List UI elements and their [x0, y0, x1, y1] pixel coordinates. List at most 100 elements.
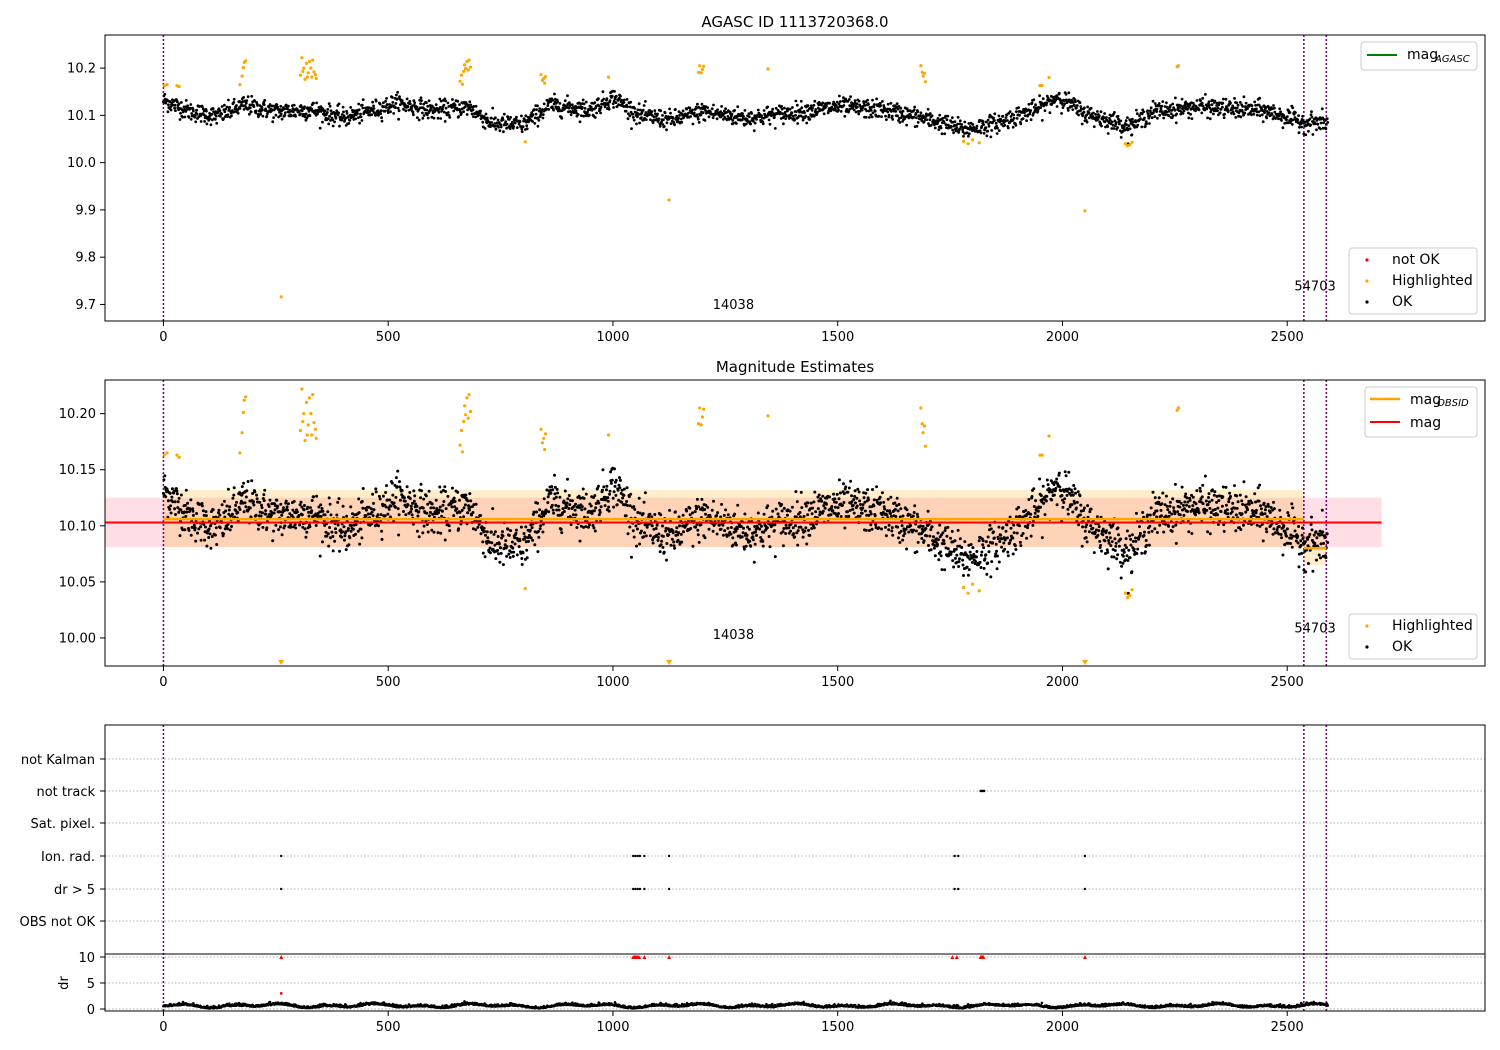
ok-point: [609, 481, 613, 485]
ok-point: [1218, 111, 1222, 115]
ok-point: [873, 109, 877, 113]
ok-point: [508, 127, 512, 131]
ok-point: [869, 523, 873, 527]
ok-point: [884, 534, 888, 538]
ok-point: [1128, 127, 1132, 131]
ok-point: [628, 105, 632, 109]
ok-point: [700, 497, 704, 501]
ok-point: [1272, 104, 1275, 107]
ok-point: [624, 109, 628, 113]
ok-point: [1030, 101, 1034, 105]
ok-point: [214, 526, 218, 530]
ok-point: [406, 105, 410, 108]
ok-point: [494, 127, 498, 131]
ok-point: [1146, 109, 1149, 113]
ok-point: [995, 567, 999, 571]
ok-point: [357, 108, 361, 112]
ok-point: [697, 505, 701, 509]
ok-point: [720, 502, 724, 506]
ok-point: [1180, 485, 1184, 489]
ok-point: [525, 127, 529, 131]
ok-point: [242, 481, 246, 485]
ok-point: [497, 552, 500, 556]
ok-point: [334, 531, 338, 535]
ok-point: [614, 478, 618, 482]
ok-point: [1005, 523, 1009, 527]
ok-point: [357, 511, 361, 515]
ok-point: [625, 98, 629, 101]
ok-point: [1235, 101, 1239, 105]
ok-point: [425, 108, 429, 112]
ok-point: [1165, 504, 1169, 508]
ok-point: [726, 526, 730, 530]
ok-point: [344, 548, 348, 552]
ok-point: [195, 112, 199, 116]
ok-point: [340, 118, 344, 122]
ok-point: [791, 106, 794, 109]
ok-point: [1285, 118, 1288, 122]
ok-point: [514, 531, 518, 535]
ok-point: [1128, 556, 1132, 560]
ok-point: [513, 542, 517, 546]
ok-point: [512, 550, 516, 554]
ok-point: [943, 529, 947, 532]
ok-point: [384, 106, 388, 109]
ok-point: [318, 126, 322, 130]
ok-point: [255, 497, 259, 501]
ok-point: [880, 527, 883, 531]
ok-point: [1005, 536, 1009, 540]
ok-point: [630, 127, 633, 130]
ok-point: [1173, 482, 1177, 486]
ok-point: [443, 538, 447, 542]
ok-point: [1108, 536, 1112, 540]
ok-point: [1180, 97, 1184, 101]
ok-point: [242, 510, 246, 514]
ok-point: [890, 526, 894, 530]
ok-point: [1140, 112, 1144, 116]
ok-point: [1143, 116, 1146, 120]
ok-point: [955, 126, 959, 130]
ok-point: [425, 113, 429, 117]
ok-point: [804, 114, 808, 118]
ok-point: [341, 504, 345, 508]
ok-point: [1169, 104, 1172, 107]
ok-point: [347, 122, 351, 125]
ok-point: [413, 101, 417, 105]
ok-point: [263, 99, 267, 102]
ok-point: [502, 112, 506, 116]
ok-point: [499, 125, 503, 129]
ok-point: [820, 499, 823, 503]
ok-point: [833, 497, 837, 501]
ok-point: [199, 538, 203, 542]
ok-point: [675, 526, 679, 530]
ok-point: [850, 101, 853, 105]
ok-point: [1150, 529, 1154, 533]
ok-point: [743, 512, 747, 516]
ok-point: [806, 104, 810, 108]
ok-point: [741, 112, 744, 116]
ok-point: [211, 508, 215, 512]
ok-point: [283, 524, 287, 528]
ok-point: [304, 535, 308, 539]
ok-point: [857, 490, 861, 494]
ok-point: [382, 101, 385, 105]
ok-point: [581, 487, 585, 491]
x-tick-label: 500: [376, 330, 401, 345]
ok-point: [1006, 119, 1009, 122]
ok-point: [615, 503, 619, 507]
ok-point: [578, 506, 582, 510]
ok-point: [773, 116, 776, 119]
ok-point: [907, 530, 911, 534]
ok-point: [299, 500, 303, 504]
ok-point: [583, 106, 587, 110]
ok-point: [978, 129, 982, 133]
ok-point: [354, 523, 358, 527]
ok-point: [640, 116, 643, 119]
ok-point: [214, 114, 218, 118]
ok-point: [849, 95, 852, 98]
ok-point: [936, 531, 940, 535]
ok-point: [661, 114, 664, 117]
ok-point: [345, 514, 349, 518]
ok-point: [579, 102, 582, 106]
ok-point: [479, 532, 483, 536]
